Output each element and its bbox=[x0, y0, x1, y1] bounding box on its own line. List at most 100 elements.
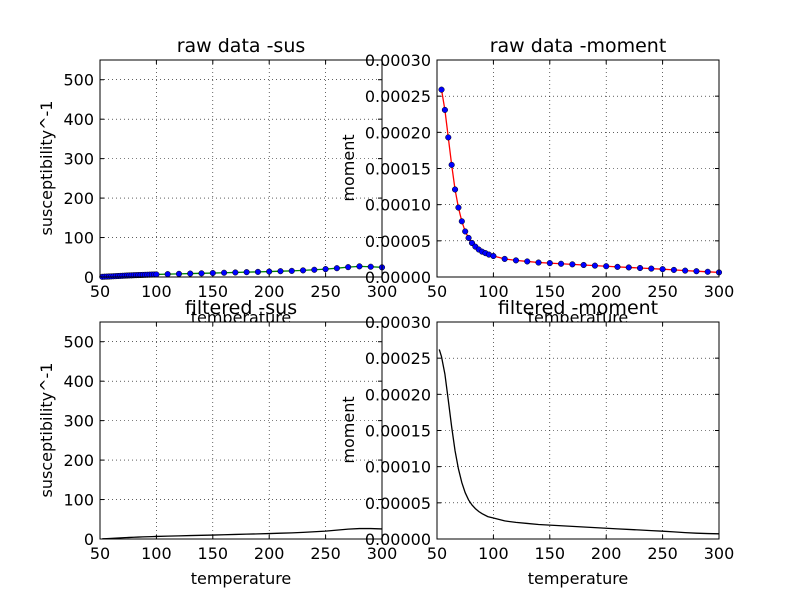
data-point bbox=[524, 258, 531, 265]
panel-raw-sus: 50 100 150 200 250 300 0 100 200 300 400 500 raw dat… bbox=[37, 35, 397, 327]
x-tick-label: 250 bbox=[310, 282, 341, 301]
data-point bbox=[187, 270, 194, 277]
data-point bbox=[175, 270, 183, 277]
x-tick-label: 150 bbox=[198, 282, 229, 301]
y-tick-label: 200 bbox=[63, 189, 94, 208]
plot-area bbox=[100, 322, 382, 539]
data-point bbox=[693, 268, 700, 275]
x-tick-label: 200 bbox=[254, 282, 285, 301]
y-tick-label: 300 bbox=[63, 150, 94, 169]
x-tick-label: 250 bbox=[310, 544, 341, 563]
x-tick-label: 150 bbox=[535, 544, 566, 563]
data-point bbox=[455, 204, 462, 211]
data-point bbox=[648, 265, 655, 272]
data-point bbox=[451, 186, 459, 193]
data-point bbox=[322, 266, 329, 273]
x-tick-label: 200 bbox=[591, 544, 622, 563]
y-tick-label: 0.00010 bbox=[365, 196, 431, 215]
panel-raw-moment: 50 100 150 200 250 3000.000000.000050.000100.… bbox=[339, 35, 734, 327]
data-point bbox=[558, 260, 565, 267]
data-point bbox=[288, 267, 295, 274]
data-point bbox=[546, 260, 553, 267]
data-point bbox=[243, 269, 250, 276]
data-point bbox=[356, 263, 363, 270]
data-point bbox=[591, 262, 598, 269]
data-point bbox=[458, 218, 465, 225]
data-point bbox=[448, 161, 455, 168]
data-point bbox=[490, 252, 497, 260]
y-tick-label: 500 bbox=[63, 71, 94, 90]
axes-frame bbox=[436, 321, 720, 540]
data-point bbox=[299, 267, 307, 274]
x-tick-label: 300 bbox=[704, 282, 735, 301]
data-point bbox=[682, 267, 689, 274]
y-tick-label: 300 bbox=[63, 412, 94, 431]
y-tick-label: 0.00005 bbox=[365, 494, 431, 513]
panel-title: raw data -sus bbox=[177, 35, 306, 57]
y-tick-label: 0.00030 bbox=[365, 51, 431, 70]
y-tick-label: 0.00005 bbox=[365, 232, 431, 251]
y-tick-label: 200 bbox=[63, 451, 94, 470]
x-tick-label: 150 bbox=[535, 282, 566, 301]
y-tick-label: 0.00010 bbox=[365, 458, 431, 477]
data-point bbox=[333, 265, 340, 272]
x-tick-label: 50 bbox=[427, 282, 447, 301]
y-tick-label: 500 bbox=[63, 333, 94, 352]
y-tick-label: 0.00015 bbox=[365, 160, 431, 179]
y-tick-label: 0.00000 bbox=[365, 268, 431, 287]
panel-title: filtered -sus bbox=[185, 297, 297, 319]
panel-title: raw data -moment bbox=[490, 35, 667, 57]
x-tick-label: 50 bbox=[90, 282, 110, 301]
y-axis-label: moment bbox=[339, 396, 358, 463]
data-point bbox=[367, 263, 374, 270]
data-point bbox=[345, 264, 352, 271]
data-point bbox=[266, 268, 273, 275]
y-axis-label: susceptibility^-1 bbox=[37, 363, 56, 498]
y-tick-label: 0.00015 bbox=[365, 422, 431, 441]
data-point bbox=[603, 263, 610, 270]
data-point bbox=[465, 234, 472, 241]
x-tick-label: 300 bbox=[704, 544, 735, 563]
data-point bbox=[209, 270, 216, 277]
data-point bbox=[535, 259, 542, 266]
data-point bbox=[198, 270, 205, 277]
data-point bbox=[153, 271, 160, 278]
x-tick-label: 150 bbox=[198, 544, 229, 563]
x-tick-label: 50 bbox=[90, 544, 110, 563]
x-tick-label: 50 bbox=[427, 544, 447, 563]
data-point bbox=[438, 86, 445, 93]
data-point bbox=[311, 266, 318, 273]
y-tick-label: 400 bbox=[63, 372, 94, 391]
data-point bbox=[164, 271, 171, 278]
data-point bbox=[441, 106, 448, 113]
axes-frame bbox=[436, 59, 720, 278]
data-point bbox=[614, 263, 621, 270]
data-point bbox=[569, 261, 576, 268]
x-tick-label: 250 bbox=[647, 544, 678, 563]
data-point bbox=[277, 268, 284, 275]
x-tick-label: 250 bbox=[647, 282, 678, 301]
data-point bbox=[636, 264, 644, 272]
x-axis-label: temperature bbox=[528, 569, 629, 588]
data-point bbox=[221, 269, 228, 276]
x-tick-label: 100 bbox=[478, 282, 509, 301]
y-tick-label: 100 bbox=[63, 229, 94, 248]
y-tick-label: 0.00030 bbox=[365, 313, 431, 332]
y-tick-label: 100 bbox=[63, 491, 94, 510]
panel-filtered-moment: 50 100 150 200 250 3000.000000.000050.000100.… bbox=[339, 297, 734, 588]
x-axis-label: temperature bbox=[191, 569, 292, 588]
data-point bbox=[232, 269, 239, 276]
data-point bbox=[659, 266, 666, 273]
x-tick-label: 300 bbox=[367, 544, 398, 563]
series-line bbox=[102, 527, 383, 540]
y-tick-label: 400 bbox=[63, 110, 94, 129]
y-tick-label: 0 bbox=[84, 268, 94, 287]
axes-frame bbox=[99, 59, 383, 278]
data-point bbox=[254, 268, 261, 275]
y-tick-label: 0.00020 bbox=[365, 123, 431, 142]
panel-filtered-sus: 50 100 150 200 250 300 0 100 200 300 400 500 filtere… bbox=[37, 297, 397, 588]
x-tick-label: 200 bbox=[254, 544, 285, 563]
y-tick-label: 0.00025 bbox=[365, 87, 431, 106]
x-tick-label: 300 bbox=[367, 282, 398, 301]
